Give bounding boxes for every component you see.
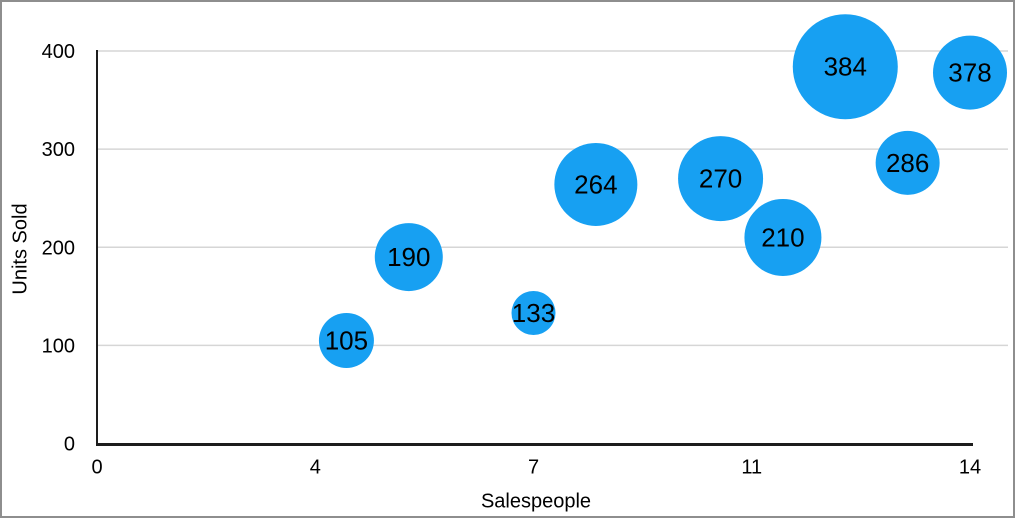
bubble-210[interactable] bbox=[744, 198, 822, 276]
bubble-270[interactable] bbox=[678, 136, 764, 222]
bubble-value-label-190: 190 bbox=[387, 242, 430, 272]
bubble-264[interactable] bbox=[554, 142, 638, 226]
bubble-105[interactable] bbox=[318, 312, 374, 368]
y-tick-label-400: 400 bbox=[42, 41, 75, 63]
y-tick-label-100: 100 bbox=[42, 335, 75, 357]
bubble-value-label-384: 384 bbox=[824, 52, 867, 82]
bubble-value-label-210: 210 bbox=[761, 222, 804, 252]
bubble-286[interactable] bbox=[875, 130, 940, 195]
bubble-190[interactable] bbox=[374, 223, 443, 292]
x-axis-title: Salespeople bbox=[480, 490, 592, 513]
bubble-384[interactable] bbox=[792, 14, 898, 120]
bubble-value-label-264: 264 bbox=[574, 169, 617, 199]
bubble-133[interactable] bbox=[511, 290, 556, 335]
x-tick-label-11: 11 bbox=[741, 457, 762, 479]
y-axis-title: Units Sold bbox=[9, 203, 32, 295]
bubble-value-label-105: 105 bbox=[325, 325, 368, 355]
x-tick-label-14: 14 bbox=[959, 457, 981, 479]
bubble-value-label-286: 286 bbox=[886, 148, 929, 178]
x-tick-label-0: 0 bbox=[91, 457, 102, 479]
bubble-value-label-133: 133 bbox=[512, 298, 555, 328]
x-tick-label-4: 4 bbox=[310, 457, 321, 479]
y-tick-label-300: 300 bbox=[42, 139, 75, 161]
x-tick-label-7: 7 bbox=[528, 457, 539, 479]
bubble-value-label-270: 270 bbox=[699, 164, 742, 194]
y-tick-label-0: 0 bbox=[64, 434, 75, 456]
y-tick-label-200: 200 bbox=[42, 237, 75, 259]
bubble-value-label-378: 378 bbox=[948, 58, 991, 88]
bubble-378[interactable] bbox=[933, 35, 1007, 110]
